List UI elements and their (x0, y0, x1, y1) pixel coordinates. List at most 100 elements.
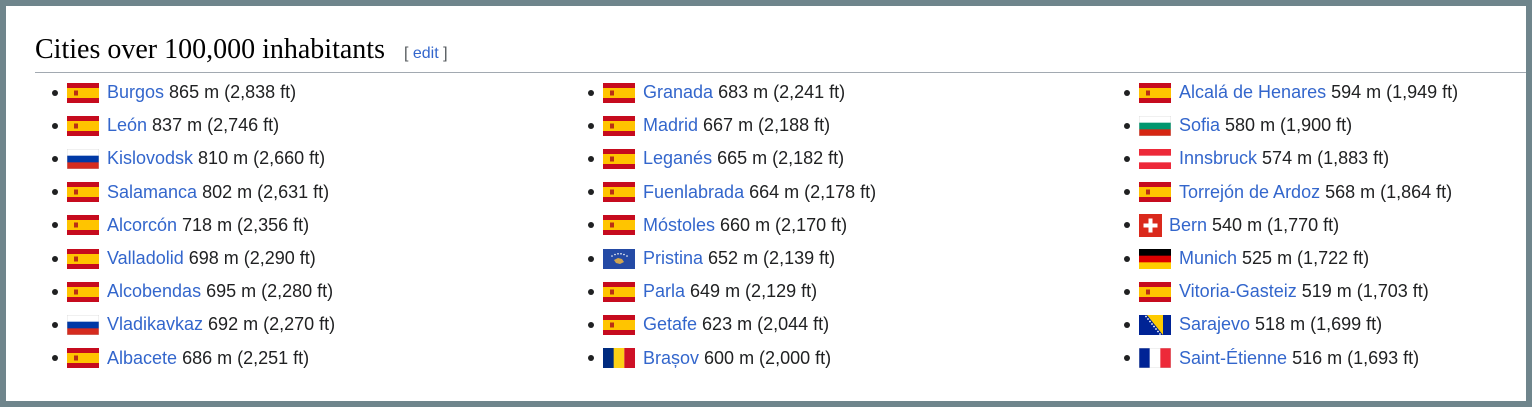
list-item: Alcalá de Henares 594 m (1,949 ft) (1107, 76, 1532, 109)
bullet-icon (588, 122, 594, 129)
elevation-text: 686 m (2,251 ft) (182, 347, 310, 368)
list-item: Vitoria-Gasteiz 519 m (1,703 ft) (1107, 275, 1532, 308)
bullet-icon (1124, 288, 1130, 295)
edit-section-link-wrapper: [ edit ] (404, 45, 448, 63)
elevation-text: 652 m (2,139 ft) (708, 248, 836, 269)
spain-flag-icon (603, 182, 635, 203)
city-link[interactable]: Sofia (1179, 115, 1221, 136)
list-item: Pristina 652 m (2,139 ft) (571, 242, 1091, 275)
spain-flag-icon (1139, 281, 1171, 302)
city-link[interactable]: Torrejón de Ardoz (1179, 181, 1321, 202)
russia-flag-icon (67, 148, 99, 169)
city-link[interactable]: Getafe (643, 314, 698, 335)
city-link[interactable]: Munich (1179, 248, 1238, 269)
city-link[interactable]: León (107, 115, 148, 136)
city-link[interactable]: Alcalá de Henares (1179, 82, 1327, 103)
list-item: Salamanca 802 m (2,631 ft) (35, 176, 555, 209)
bulgaria-flag-icon (1139, 115, 1171, 136)
bullet-icon (588, 189, 594, 196)
content-panel: Cities over 100,000 inhabitants [ edit ]… (6, 6, 1526, 401)
city-link[interactable]: Alcorcón (107, 214, 178, 235)
city-link[interactable]: Alcobendas (107, 281, 202, 302)
france-flag-icon (1139, 348, 1171, 369)
list-item: Burgos 865 m (2,838 ft) (35, 76, 555, 109)
list-item: Móstoles 660 m (2,170 ft) (571, 209, 1091, 242)
kosovo-flag-icon (603, 248, 635, 269)
section-title: Cities over 100,000 inhabitants (35, 34, 385, 65)
list-item: Valladolid 698 m (2,290 ft) (35, 242, 555, 275)
spain-flag-icon (67, 182, 99, 203)
bullet-icon (1124, 189, 1130, 196)
bullet-icon (588, 255, 594, 262)
elevation-text: 664 m (2,178 ft) (749, 181, 877, 202)
elevation-text: 594 m (1,949 ft) (1331, 82, 1459, 103)
bullet-icon (52, 189, 58, 196)
elevation-text: 683 m (2,241 ft) (718, 82, 846, 103)
city-link[interactable]: Brașov (643, 347, 700, 368)
city-link[interactable]: Bern (1169, 214, 1208, 235)
city-column-1: Burgos 865 m (2,838 ft) León 837 m (2,746 f… (35, 76, 555, 375)
romania-flag-icon (603, 348, 635, 369)
list-item: Parla 649 m (2,129 ft) (571, 275, 1091, 308)
city-link[interactable]: Kislovodsk (107, 148, 194, 169)
city-link[interactable]: Móstoles (643, 214, 716, 235)
bullet-icon (588, 355, 594, 362)
city-link[interactable]: Pristina (643, 248, 704, 269)
spain-flag-icon (603, 215, 635, 236)
list-item: Torrejón de Ardoz 568 m (1,864 ft) (1107, 176, 1532, 209)
spain-flag-icon (603, 148, 635, 169)
bullet-icon (588, 288, 594, 295)
edit-section-link[interactable]: edit (412, 45, 439, 62)
elevation-text: 600 m (2,000 ft) (704, 347, 832, 368)
list-item: Getafe 623 m (2,044 ft) (571, 308, 1091, 341)
list-item: Fuenlabrada 664 m (2,178 ft) (571, 176, 1091, 209)
list-item: Kislovodsk 810 m (2,660 ft) (35, 142, 555, 175)
city-link[interactable]: Innsbruck (1179, 148, 1258, 169)
list-item: Innsbruck 574 m (1,883 ft) (1107, 142, 1532, 175)
city-link[interactable]: Madrid (643, 115, 699, 136)
list-item: Alcobendas 695 m (2,280 ft) (35, 275, 555, 308)
bullet-icon (1124, 122, 1130, 129)
city-link[interactable]: Burgos (107, 82, 165, 103)
city-link[interactable]: Valladolid (107, 248, 184, 269)
city-link[interactable]: Albacete (107, 347, 178, 368)
city-link[interactable]: Saint-Étienne (1179, 347, 1288, 368)
edit-bracket-close: ] (438, 45, 448, 62)
elevation-text: 580 m (1,900 ft) (1225, 115, 1353, 136)
list-item: Granada 683 m (2,241 ft) (571, 76, 1091, 109)
elevation-text: 518 m (1,699 ft) (1255, 314, 1383, 335)
city-link[interactable]: Salamanca (107, 181, 198, 202)
elevation-text: 516 m (1,693 ft) (1292, 347, 1420, 368)
spain-flag-icon (603, 115, 635, 136)
elevation-text: 568 m (1,864 ft) (1325, 181, 1453, 202)
list-item: Vladikavkaz 692 m (2,270 ft) (35, 308, 555, 341)
bullet-icon (1124, 89, 1130, 96)
city-link[interactable]: Parla (643, 281, 686, 302)
bullet-icon (52, 355, 58, 362)
bullet-icon (1124, 155, 1130, 162)
bullet-icon (52, 122, 58, 129)
city-link[interactable]: Sarajevo (1179, 314, 1251, 335)
elevation-text: 525 m (1,722 ft) (1242, 248, 1370, 269)
city-column-3: Alcalá de Henares 594 m (1,949 ft) Sofia 58… (1107, 76, 1532, 375)
list-item: León 837 m (2,746 ft) (35, 109, 555, 142)
city-link[interactable]: Fuenlabrada (643, 181, 745, 202)
bullet-icon (52, 321, 58, 328)
spain-flag-icon (1139, 82, 1171, 103)
city-link[interactable]: Leganés (643, 148, 713, 169)
bullet-icon (588, 321, 594, 328)
elevation-text: 667 m (2,188 ft) (703, 115, 831, 136)
spain-flag-icon (603, 314, 635, 335)
elevation-text: 837 m (2,746 ft) (152, 115, 280, 136)
city-link[interactable]: Vitoria-Gasteiz (1179, 281, 1297, 302)
bullet-icon (1124, 255, 1130, 262)
elevation-text: 540 m (1,770 ft) (1212, 214, 1340, 235)
city-link[interactable]: Vladikavkaz (107, 314, 204, 335)
elevation-text: 695 m (2,280 ft) (206, 281, 334, 302)
elevation-text: 718 m (2,356 ft) (182, 214, 310, 235)
elevation-text: 519 m (1,703 ft) (1301, 281, 1429, 302)
city-link[interactable]: Granada (643, 82, 714, 103)
russia-flag-icon (67, 314, 99, 335)
austria-flag-icon (1139, 148, 1171, 169)
elevation-text: 665 m (2,182 ft) (717, 148, 845, 169)
